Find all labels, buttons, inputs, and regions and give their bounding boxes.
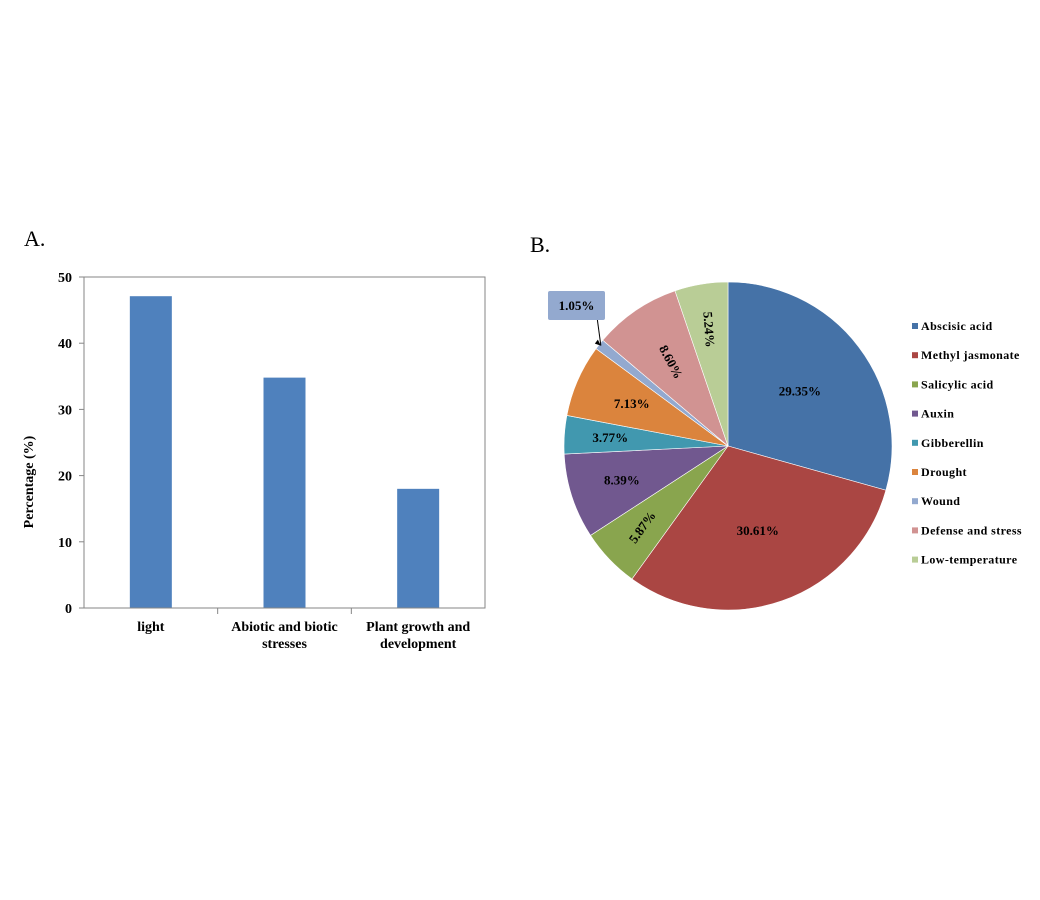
y-axis-title: Percentage (%) — [22, 435, 37, 528]
legend-entry: Abscisic acid — [921, 319, 993, 333]
bar-series — [129, 296, 440, 608]
pie-slice — [727, 281, 893, 491]
callout-leader-line — [596, 316, 602, 346]
legend-swatch — [912, 498, 918, 505]
pie-slice-label: 5.24% — [700, 311, 717, 348]
x-axis-categories: light Abiotic and biotic stresses Plant gro… — [137, 620, 470, 652]
legend-swatch — [912, 410, 918, 417]
plot-frame — [83, 276, 486, 614]
y-tick-label: 10 — [58, 536, 72, 551]
pie-slice-label: 30.61% — [737, 523, 779, 538]
legend-entry: Auxin — [921, 407, 954, 421]
legend-entry: Methyl jasmonate — [921, 348, 1020, 362]
bar — [263, 377, 306, 608]
legend-swatch — [912, 469, 918, 475]
pie-slice-label: 7.13% — [614, 396, 650, 411]
bar-chart: Percentage (%) 0 10 20 30 40 50 light Abiotic … — [22, 271, 486, 652]
pie-chart: 29.35%30.61%5.87%8.39%3.77%7.13%8.60%5.2… — [548, 281, 1022, 611]
legend-entry: Low-temperature — [921, 553, 1018, 567]
x-category-label: light — [137, 620, 165, 635]
x-category-label: Plant growth and — [366, 620, 470, 635]
plot-area-border — [83, 276, 486, 609]
pie-slice — [602, 290, 729, 447]
x-category-label: development — [380, 637, 457, 652]
pie-slice — [563, 445, 730, 536]
pie-legend: Abscisic acid Methyl jasmonate Salicylic a… — [912, 319, 1022, 567]
legend-swatch — [912, 352, 918, 359]
y-axis-ticks: 0 10 20 30 40 50 — [58, 271, 84, 617]
legend-entry: Drought — [921, 465, 967, 479]
legend-swatch — [912, 439, 918, 446]
y-tick-label: 40 — [58, 337, 72, 352]
legend-swatch — [912, 527, 918, 534]
bar — [129, 296, 172, 608]
x-category-label: stresses — [262, 637, 307, 652]
callout-arrowhead — [594, 339, 601, 346]
panel-a-label: A. — [24, 226, 45, 251]
legend-swatch — [912, 323, 918, 329]
legend-swatch — [912, 381, 918, 388]
y-tick-label: 0 — [65, 602, 72, 617]
pie-slice-label: 8.39% — [604, 472, 640, 487]
wound-callout: 1.05% — [548, 291, 605, 346]
callout-box — [548, 291, 605, 320]
legend-entry: Wound — [921, 494, 960, 508]
x-category-label: Abiotic and biotic — [231, 620, 338, 635]
pie-slice-label: 29.35% — [779, 383, 821, 398]
panel-b-label: B. — [530, 232, 550, 257]
pie-slice-label: 3.77% — [592, 430, 628, 445]
pie-slice-label: 1.05% — [559, 298, 595, 313]
legend-swatch — [912, 556, 918, 563]
legend-entry: Salicylic acid — [921, 377, 994, 391]
pie-slices — [563, 281, 893, 611]
bar — [397, 488, 440, 608]
pie-slice — [631, 445, 887, 611]
y-tick-label: 50 — [58, 271, 72, 286]
legend-entry: Gibberellin — [921, 436, 984, 450]
legend-entry: Defense and stress — [921, 523, 1022, 537]
y-tick-label: 20 — [58, 470, 72, 485]
pie-slice — [674, 281, 729, 447]
y-tick-label: 30 — [58, 403, 72, 418]
